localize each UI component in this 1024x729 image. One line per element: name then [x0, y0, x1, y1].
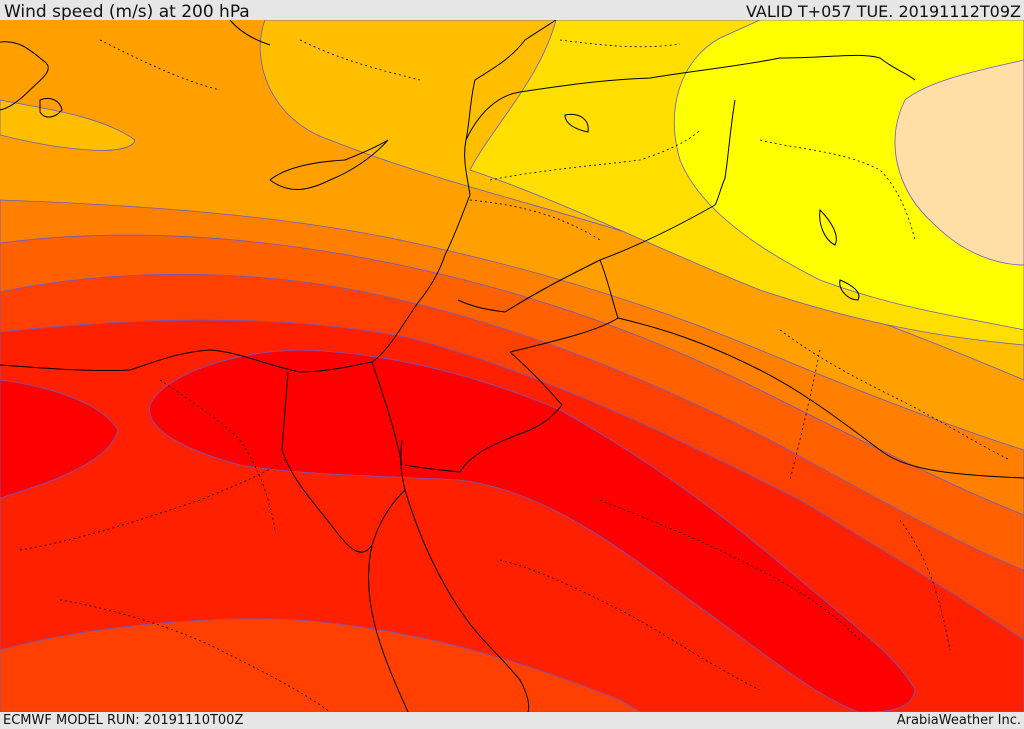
- model-run: ECMWF MODEL RUN: 20191110T00Z: [3, 713, 244, 728]
- band-amber-west: [0, 99, 136, 151]
- wind-speed-map: [0, 20, 1024, 712]
- band-pale: [894, 59, 1024, 266]
- valid-time: VALID T+057 TUE. 20191112T09Z: [745, 2, 1021, 21]
- band-orange-south: [0, 618, 641, 712]
- band-red-west: [0, 379, 119, 499]
- admin-boundaries: [19, 39, 1011, 712]
- credit: ArabiaWeather Inc.: [896, 713, 1021, 728]
- map-title: Wind speed (m/s) at 200 hPa: [4, 2, 250, 22]
- band-red-core: [149, 349, 916, 712]
- map-header: Wind speed (m/s) at 200 hPa VALID T+057 …: [0, 0, 1024, 22]
- coastlines: [0, 20, 860, 712]
- map-footer: ECMWF MODEL RUN: 20191110T00Z ArabiaWeat…: [0, 712, 1024, 729]
- borders: [371, 54, 1024, 479]
